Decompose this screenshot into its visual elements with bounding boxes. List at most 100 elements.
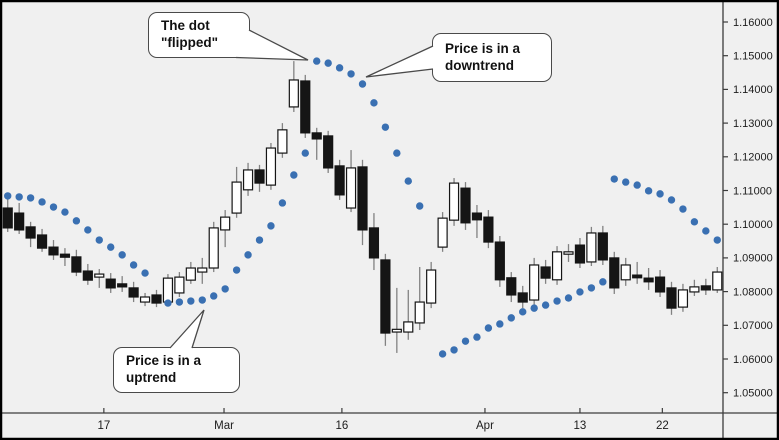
sar-dot-below [576, 288, 584, 296]
bearish-candle [368, 227, 380, 259]
bullish-candle [414, 301, 425, 324]
sar-dot-below [232, 266, 241, 274]
sar-dot-above [656, 190, 664, 198]
sar-dot-below [164, 299, 172, 307]
y-axis-label: 1.12000 [733, 152, 773, 164]
bearish-candle [25, 226, 36, 239]
sar-dot-below [599, 278, 607, 286]
sar-dot-above [347, 70, 355, 78]
bearish-candle [506, 277, 517, 296]
bearish-candle [323, 135, 334, 169]
bearish-candle [59, 253, 71, 258]
bearish-candle [574, 244, 586, 264]
sar-dot-below [301, 149, 309, 157]
annotation-downtrend: Price is in a downtrend [432, 33, 552, 82]
annotation-text: "flipped" [161, 34, 219, 50]
sar-dot-above [118, 251, 126, 259]
bullish-candle [139, 296, 151, 303]
sar-dot-below [290, 171, 298, 179]
bullish-candle [620, 264, 631, 281]
sar-dot-above [313, 57, 321, 65]
bearish-candle [643, 277, 654, 283]
bearish-candle [517, 292, 528, 303]
bearish-candle [609, 257, 620, 289]
sar-dot-above [49, 203, 58, 211]
x-axis-label: Mar [214, 420, 234, 432]
bullish-candle [345, 167, 357, 209]
sar-dot-below [210, 292, 218, 300]
sar-dot-above [141, 269, 149, 277]
bullish-candle [403, 321, 414, 333]
sar-dot-above [95, 236, 103, 244]
bearish-candle [471, 212, 483, 221]
sar-dot-above [107, 243, 115, 251]
sar-dot-above [129, 261, 138, 269]
bullish-candle [277, 129, 288, 154]
y-axis-label: 1.09000 [733, 253, 773, 265]
bearish-candle [2, 207, 13, 229]
sar-dot-above [690, 218, 699, 226]
y-axis-label: 1.11000 [733, 185, 772, 197]
bearish-candle [380, 259, 391, 334]
x-axis-label: Apr [476, 420, 494, 432]
sar-dot-below [244, 251, 252, 259]
bearish-candle [117, 283, 128, 288]
sar-dot-above [393, 149, 401, 157]
bearish-candle [105, 278, 116, 289]
sar-dot-above [84, 226, 92, 234]
sar-dot-below [450, 346, 458, 354]
sar-dot-below [519, 308, 527, 316]
sar-dot-above [679, 205, 687, 213]
sar-dot-below [541, 301, 550, 309]
sar-dot-above [713, 236, 721, 244]
bullish-candle [220, 216, 231, 231]
bullish-candle [231, 181, 242, 214]
y-axis-label: 1.10000 [733, 219, 773, 231]
sar-dot-below [587, 284, 596, 292]
bullish-candle [94, 273, 105, 278]
sar-dot-above [4, 192, 12, 200]
sar-dot-above [61, 208, 69, 216]
sar-dot-above [610, 175, 618, 183]
sar-dot-below [484, 324, 493, 332]
bullish-candle [448, 182, 460, 221]
x-axis-label: 17 [97, 420, 110, 432]
sar-dot-above [358, 80, 367, 88]
bearish-candle [632, 274, 643, 279]
sar-dot-above [381, 123, 390, 131]
bearish-candle [654, 276, 666, 293]
sar-dot-above [370, 99, 378, 107]
bearish-candle [483, 216, 494, 243]
sar-dot-below [198, 296, 206, 304]
bearish-candle [82, 270, 93, 281]
y-axis-label: 1.07000 [733, 320, 773, 332]
bearish-candle [494, 241, 505, 281]
sar-dot-below [461, 337, 470, 345]
y-axis-label: 1.14000 [733, 84, 773, 96]
y-axis-label: 1.16000 [733, 17, 773, 29]
bearish-candle [666, 287, 677, 309]
sar-dot-above [335, 64, 344, 72]
annotation-text: The dot [161, 18, 210, 33]
annotation-dot-flipped: The dot "flipped" [148, 12, 250, 58]
bullish-candle [551, 251, 563, 281]
sar-dot-below [267, 222, 275, 230]
bullish-candle [712, 271, 723, 291]
sar-dot-below [278, 199, 287, 207]
bullish-candle [529, 264, 540, 301]
sar-dot-above [26, 194, 35, 202]
y-axis-label: 1.05000 [733, 388, 773, 400]
sar-dot-above [404, 177, 412, 185]
sar-dot-above [324, 59, 332, 67]
sar-dot-below [564, 294, 573, 302]
sar-dot-above [702, 227, 710, 235]
bearish-candle [151, 294, 162, 304]
annotation-text: downtrend [445, 57, 514, 73]
bearish-candle [14, 212, 25, 231]
sar-dot-above [72, 217, 81, 225]
bullish-candle [197, 267, 208, 273]
sar-dot-below [438, 350, 447, 358]
sar-dot-above [416, 202, 424, 210]
sar-dot-below [255, 236, 264, 244]
